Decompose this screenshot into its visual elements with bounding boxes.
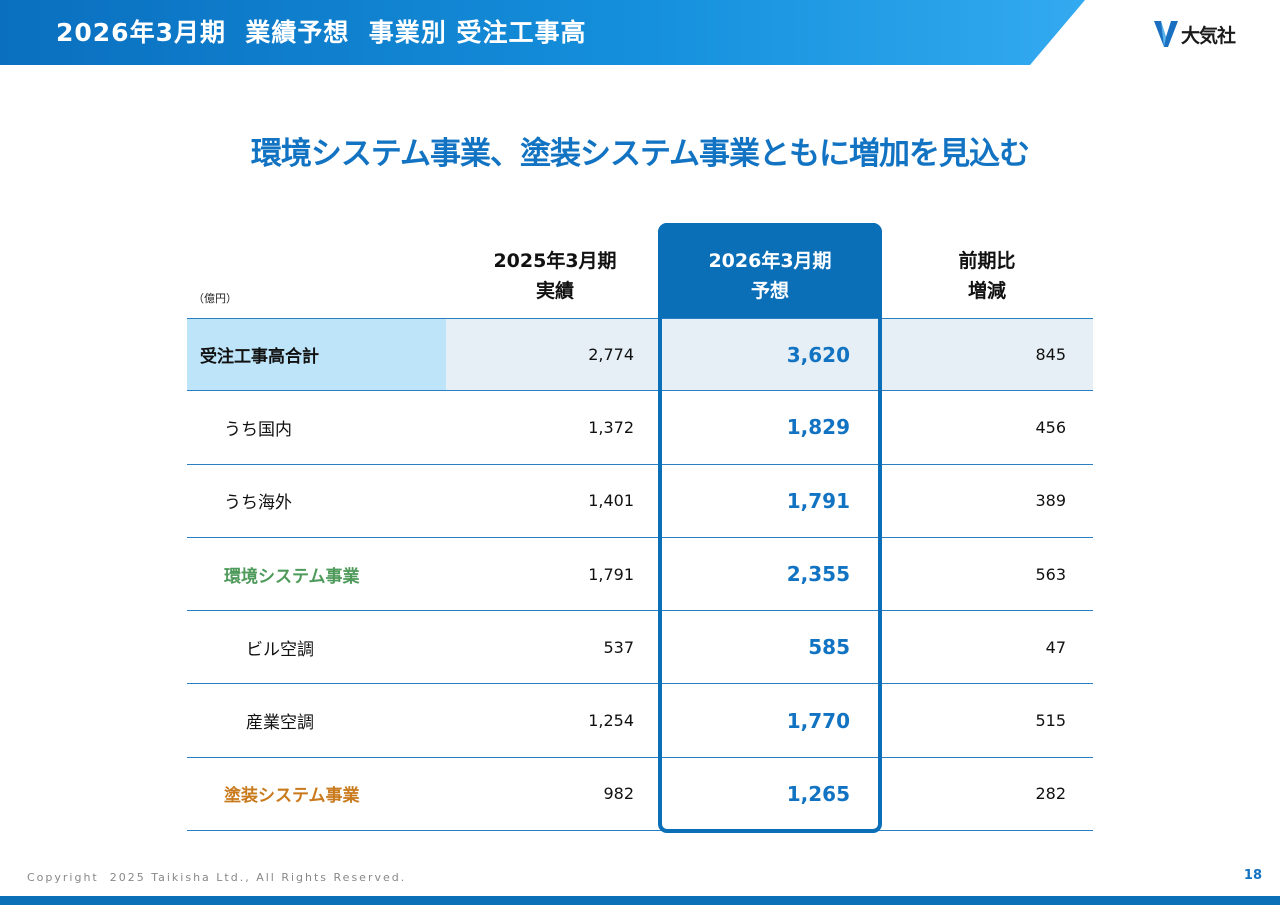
copyright: Copyright 2025 Taikisha Ltd., All Rights… — [27, 871, 407, 884]
column-header-prev: 2025年3月期 実績 — [493, 250, 617, 302]
cell-diff: 389 — [1035, 491, 1066, 511]
cell-prev: 1,254 — [588, 711, 634, 731]
cell-prev: 1,372 — [588, 417, 634, 437]
cell-forecast: 2,355 — [786, 562, 850, 587]
row-label: 環境システム事業 — [224, 566, 360, 587]
row-highlight — [446, 319, 1093, 391]
table-row-coating: 塗装システム事業 982 1,265 282 — [187, 758, 1093, 832]
row-label: うち国内 — [224, 419, 292, 440]
row-label: 産業空調 — [246, 713, 314, 734]
table-row-total: 受注工事高合計 2,774 3,620 845 — [187, 318, 1093, 392]
table-row-industrial-hvac: 産業空調 1,254 1,770 515 — [187, 684, 1093, 758]
cell-diff: 515 — [1035, 711, 1066, 731]
row-label: 塗装システム事業 — [224, 786, 360, 807]
logo-text: 大気社 — [1181, 24, 1236, 47]
header-band — [0, 0, 1085, 65]
cell-prev: 2,774 — [588, 345, 634, 365]
headline: 環境システム事業、塗装システム事業ともに増加を見込む — [250, 136, 1030, 172]
cell-diff: 845 — [1035, 345, 1066, 365]
table-row-domestic: うち国内 1,372 1,829 456 — [187, 391, 1093, 465]
cell-prev: 982 — [603, 784, 634, 804]
company-logo: 大気社 — [1152, 18, 1262, 50]
column-header-diff: 前期比 増減 — [958, 250, 1016, 302]
cell-diff: 282 — [1035, 784, 1066, 804]
cell-forecast: 585 — [808, 635, 850, 660]
cell-forecast: 3,620 — [786, 342, 850, 367]
unit-label: （億円） — [193, 292, 237, 305]
cell-diff: 47 — [1045, 637, 1066, 657]
cell-forecast: 1,829 — [786, 415, 850, 440]
cell-forecast: 1,770 — [786, 708, 850, 733]
slide-title: 2026年3月期 業績予想 事業別 受注工事高 — [56, 18, 587, 47]
forecast-header-bg — [658, 223, 882, 319]
cell-diff: 456 — [1035, 417, 1066, 437]
row-label: うち海外 — [224, 493, 292, 514]
cell-diff: 563 — [1035, 564, 1066, 584]
table-row-building-hvac: ビル空調 537 585 47 — [187, 611, 1093, 685]
table-row-overseas: うち海外 1,401 1,791 389 — [187, 465, 1093, 538]
bottom-band — [0, 896, 1280, 905]
orders-table: 受注工事高合計 2,774 3,620 845 うち国内 1,372 1,829… — [187, 318, 1093, 832]
logo-mark-icon — [1154, 21, 1178, 47]
cell-forecast: 1,791 — [786, 488, 850, 513]
page-number: 18 — [1243, 868, 1262, 883]
cell-prev: 537 — [603, 637, 634, 657]
row-label: 受注工事高合計 — [187, 319, 446, 391]
column-header-forecast: 2026年3月期 予想 — [708, 250, 832, 302]
cell-prev: 1,401 — [588, 491, 634, 511]
cell-prev: 1,791 — [588, 564, 634, 584]
cell-forecast: 1,265 — [786, 781, 850, 806]
row-label: ビル空調 — [246, 639, 314, 660]
table-row-environment: 環境システム事業 1,791 2,355 563 — [187, 538, 1093, 612]
